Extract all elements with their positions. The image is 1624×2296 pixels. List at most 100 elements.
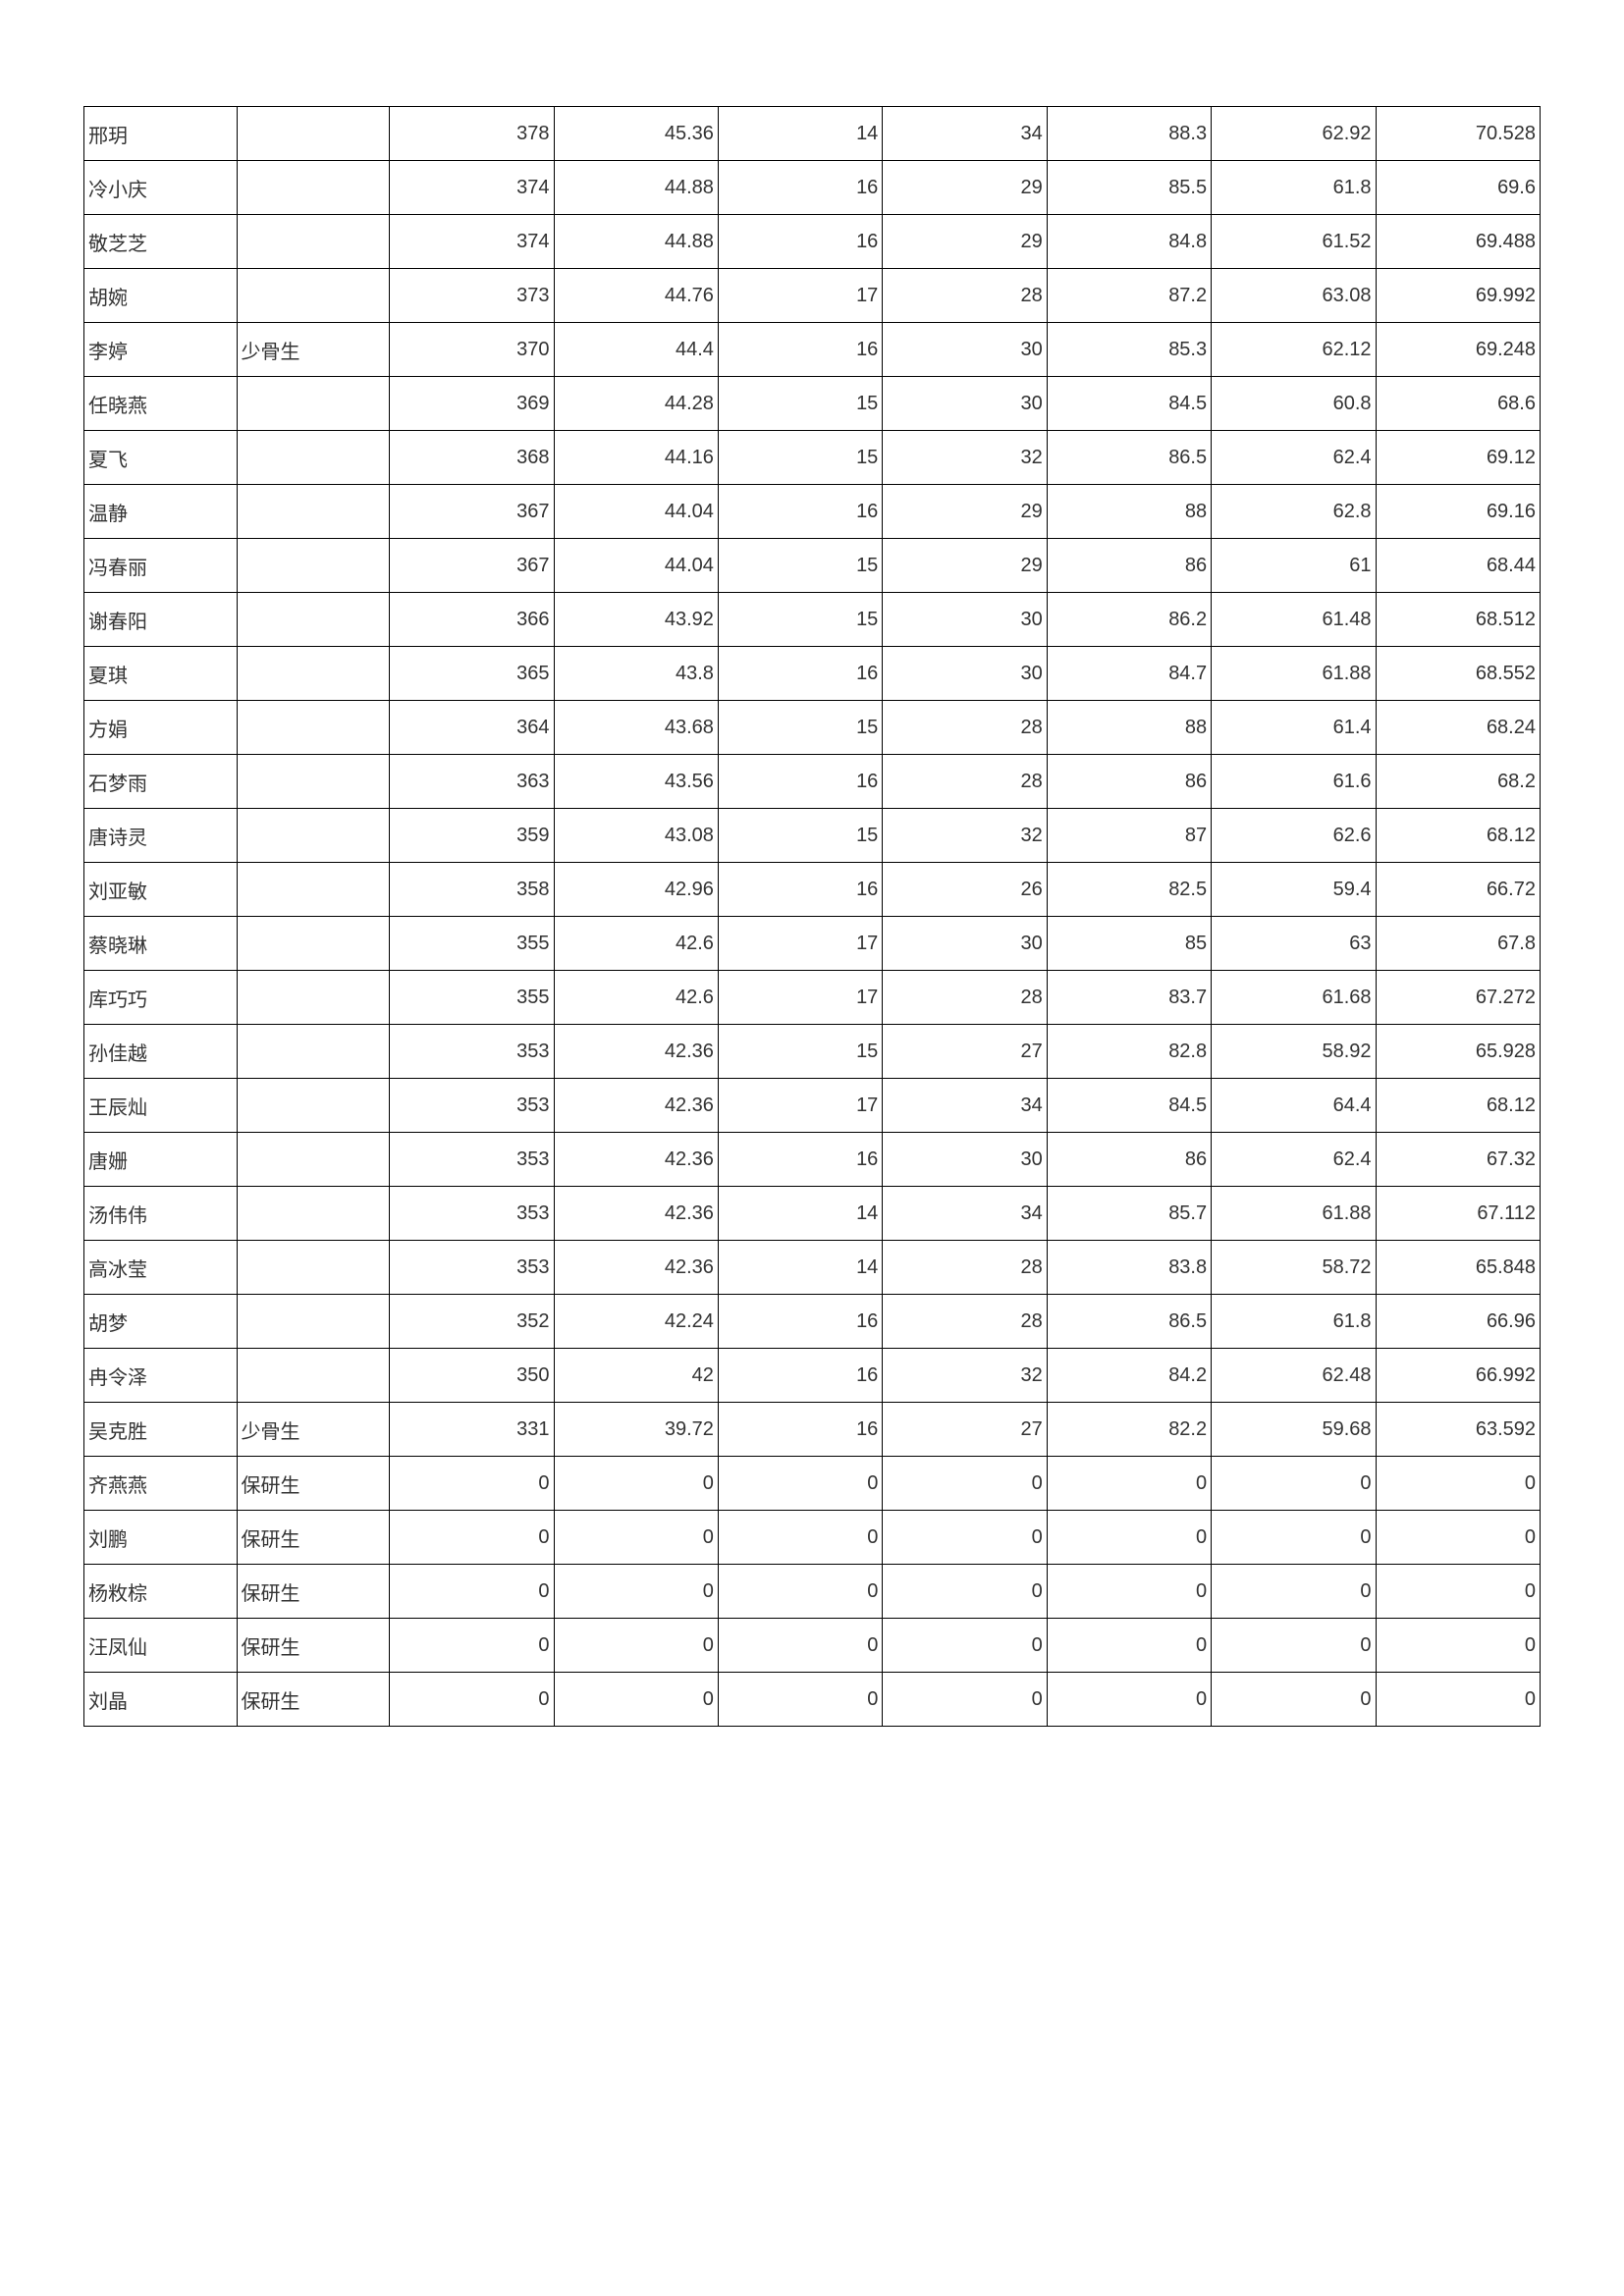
table-row: 任晓燕36944.28153084.560.868.6 xyxy=(84,377,1541,431)
cell-category xyxy=(237,161,390,215)
cell-c6: 59.68 xyxy=(1212,1403,1376,1457)
cell-c6: 58.92 xyxy=(1212,1025,1376,1079)
table-row: 刘鹏保研生0000000 xyxy=(84,1511,1541,1565)
cell-c1: 355 xyxy=(390,971,554,1025)
cell-c3: 16 xyxy=(718,1133,882,1187)
table-row: 谢春阳36643.92153086.261.4868.512 xyxy=(84,593,1541,647)
cell-category: 保研生 xyxy=(237,1565,390,1619)
cell-c3: 16 xyxy=(718,755,882,809)
cell-c3: 0 xyxy=(718,1565,882,1619)
cell-c7: 0 xyxy=(1376,1673,1540,1727)
cell-c1: 0 xyxy=(390,1565,554,1619)
cell-category: 保研生 xyxy=(237,1673,390,1727)
cell-c7: 67.112 xyxy=(1376,1187,1540,1241)
cell-category: 保研生 xyxy=(237,1619,390,1673)
cell-name: 谢春阳 xyxy=(84,593,238,647)
cell-c7: 68.552 xyxy=(1376,647,1540,701)
cell-c2: 44.16 xyxy=(554,431,718,485)
cell-c7: 69.6 xyxy=(1376,161,1540,215)
cell-c2: 44.28 xyxy=(554,377,718,431)
cell-name: 王辰灿 xyxy=(84,1079,238,1133)
cell-category xyxy=(237,1025,390,1079)
cell-c5: 82.8 xyxy=(1047,1025,1211,1079)
cell-c6: 62.12 xyxy=(1212,323,1376,377)
cell-c2: 44.88 xyxy=(554,161,718,215)
table-row: 齐燕燕保研生0000000 xyxy=(84,1457,1541,1511)
cell-c2: 42.36 xyxy=(554,1025,718,1079)
cell-c5: 86.5 xyxy=(1047,431,1211,485)
cell-c4: 30 xyxy=(883,323,1047,377)
cell-c4: 28 xyxy=(883,701,1047,755)
cell-c4: 30 xyxy=(883,647,1047,701)
cell-c2: 0 xyxy=(554,1673,718,1727)
cell-c4: 29 xyxy=(883,539,1047,593)
cell-c7: 69.16 xyxy=(1376,485,1540,539)
cell-c2: 44.4 xyxy=(554,323,718,377)
cell-category xyxy=(237,755,390,809)
cell-c1: 374 xyxy=(390,215,554,269)
table-row: 唐诗灵35943.0815328762.668.12 xyxy=(84,809,1541,863)
cell-c7: 66.96 xyxy=(1376,1295,1540,1349)
cell-c1: 353 xyxy=(390,1079,554,1133)
cell-c5: 86 xyxy=(1047,755,1211,809)
table-row: 蔡晓琳35542.61730856367.8 xyxy=(84,917,1541,971)
cell-c1: 358 xyxy=(390,863,554,917)
cell-name: 李婷 xyxy=(84,323,238,377)
cell-c4: 28 xyxy=(883,269,1047,323)
cell-c1: 0 xyxy=(390,1619,554,1673)
cell-c3: 16 xyxy=(718,161,882,215)
cell-c7: 0 xyxy=(1376,1619,1540,1673)
cell-name: 任晓燕 xyxy=(84,377,238,431)
cell-c6: 0 xyxy=(1212,1673,1376,1727)
cell-c4: 34 xyxy=(883,1079,1047,1133)
cell-c3: 16 xyxy=(718,323,882,377)
cell-c3: 17 xyxy=(718,269,882,323)
cell-c3: 15 xyxy=(718,701,882,755)
cell-c3: 17 xyxy=(718,917,882,971)
cell-c1: 353 xyxy=(390,1133,554,1187)
cell-c7: 0 xyxy=(1376,1565,1540,1619)
cell-c7: 67.8 xyxy=(1376,917,1540,971)
cell-category xyxy=(237,431,390,485)
cell-c4: 30 xyxy=(883,377,1047,431)
cell-c4: 29 xyxy=(883,215,1047,269)
table-row: 温静36744.0416298862.869.16 xyxy=(84,485,1541,539)
cell-c7: 69.12 xyxy=(1376,431,1540,485)
cell-c4: 32 xyxy=(883,809,1047,863)
cell-c3: 15 xyxy=(718,431,882,485)
cell-c7: 68.44 xyxy=(1376,539,1540,593)
cell-c3: 17 xyxy=(718,971,882,1025)
cell-c5: 85.3 xyxy=(1047,323,1211,377)
cell-name: 石梦雨 xyxy=(84,755,238,809)
cell-c2: 42.24 xyxy=(554,1295,718,1349)
cell-c3: 16 xyxy=(718,1295,882,1349)
cell-c4: 0 xyxy=(883,1673,1047,1727)
cell-name: 库巧巧 xyxy=(84,971,238,1025)
cell-category xyxy=(237,863,390,917)
cell-c2: 39.72 xyxy=(554,1403,718,1457)
cell-c7: 63.592 xyxy=(1376,1403,1540,1457)
cell-name: 杨敉棕 xyxy=(84,1565,238,1619)
cell-name: 胡梦 xyxy=(84,1295,238,1349)
cell-c1: 353 xyxy=(390,1025,554,1079)
cell-c2: 42.6 xyxy=(554,971,718,1025)
cell-c7: 68.512 xyxy=(1376,593,1540,647)
cell-c6: 61.88 xyxy=(1212,647,1376,701)
cell-c5: 0 xyxy=(1047,1565,1211,1619)
cell-c6: 62.92 xyxy=(1212,107,1376,161)
cell-c7: 65.928 xyxy=(1376,1025,1540,1079)
cell-name: 唐姗 xyxy=(84,1133,238,1187)
cell-c1: 363 xyxy=(390,755,554,809)
cell-category xyxy=(237,1241,390,1295)
cell-c3: 16 xyxy=(718,215,882,269)
table-row: 李婷少骨生37044.4163085.362.1269.248 xyxy=(84,323,1541,377)
cell-c3: 0 xyxy=(718,1673,882,1727)
cell-c2: 43.08 xyxy=(554,809,718,863)
cell-c4: 0 xyxy=(883,1619,1047,1673)
cell-name: 冯春丽 xyxy=(84,539,238,593)
table-row: 胡婉37344.76172887.263.0869.992 xyxy=(84,269,1541,323)
cell-c2: 0 xyxy=(554,1457,718,1511)
cell-name: 吴克胜 xyxy=(84,1403,238,1457)
table-row: 汪凤仙保研生0000000 xyxy=(84,1619,1541,1673)
cell-c7: 68.24 xyxy=(1376,701,1540,755)
